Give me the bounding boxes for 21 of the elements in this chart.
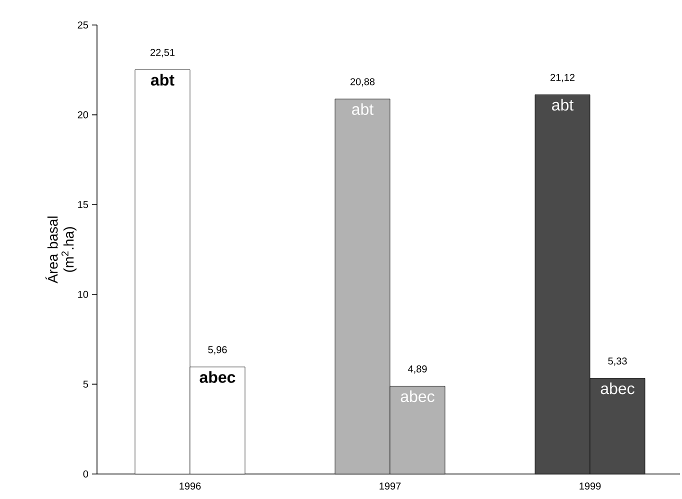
y-tick-label: 5	[83, 380, 88, 388]
data-label: 5,96	[208, 346, 227, 354]
series-label: abec	[200, 371, 236, 383]
data-label: 20,88	[350, 78, 375, 86]
data-label: 21,12	[550, 74, 575, 82]
data-label: 22,51	[150, 48, 175, 58]
x-tick-label: 1999	[580, 482, 601, 490]
text: abec	[400, 390, 434, 402]
y-tick-label: 25	[78, 21, 88, 29]
x-tick-label: 1996	[180, 482, 201, 490]
data-label: 5,33	[608, 357, 627, 366]
text: abt	[352, 103, 374, 115]
y-tick-label: 0	[83, 470, 88, 478]
y-tick-label: 20	[78, 111, 88, 118]
x-tick-label: 1997	[380, 482, 401, 490]
data-label: 4,89	[408, 365, 427, 374]
series-label: abt	[150, 74, 174, 86]
text: abt	[552, 98, 574, 111]
y-tick-label: 10	[78, 290, 88, 298]
y-tick-label: 15	[78, 201, 88, 208]
text: abec	[600, 382, 634, 394]
